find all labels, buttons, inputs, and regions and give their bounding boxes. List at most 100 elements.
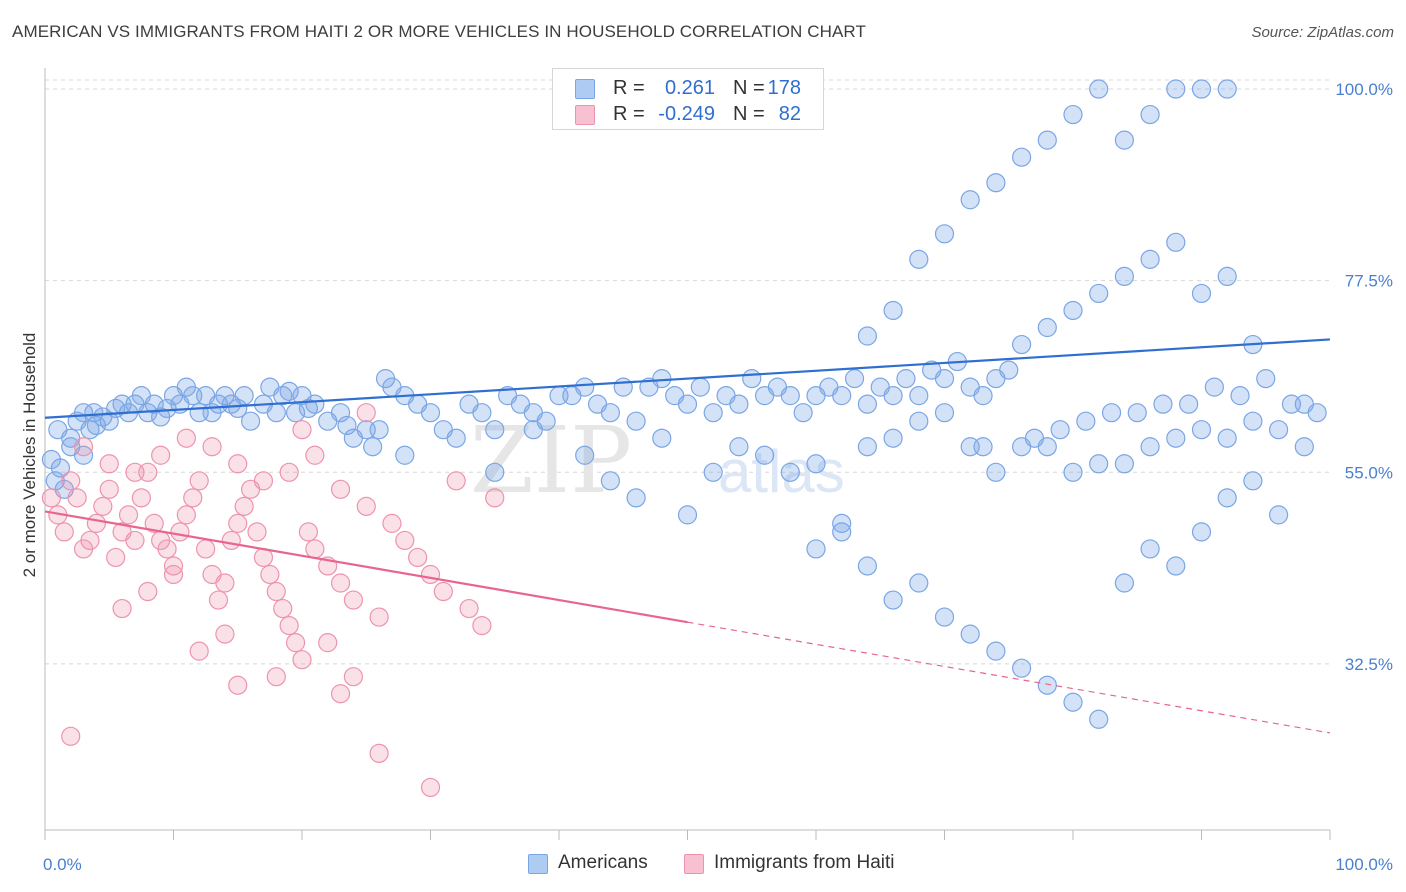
point-haiti — [247, 522, 267, 542]
point-americans — [1024, 428, 1045, 448]
point-americans — [1256, 369, 1276, 389]
point-haiti — [106, 547, 126, 568]
point-americans — [857, 556, 878, 576]
legend-row-haiti: R = -0.249 N = 82 — [553, 99, 823, 129]
x-tick-label: 100.0% — [1335, 855, 1393, 874]
point-americans — [896, 369, 916, 389]
point-haiti — [298, 522, 319, 542]
point-haiti — [221, 530, 241, 551]
point-americans — [729, 437, 749, 457]
point-haiti — [163, 564, 184, 585]
point-americans — [363, 437, 383, 457]
point-americans — [1191, 283, 1212, 304]
point-americans — [1037, 675, 1057, 695]
point-americans — [1050, 420, 1070, 440]
point-americans — [780, 462, 800, 482]
point-americans — [1166, 428, 1186, 448]
point-americans — [1230, 386, 1250, 406]
legend-r-label: R = — [613, 103, 645, 125]
y-tick-label: 55.0% — [1345, 463, 1393, 482]
point-haiti — [273, 598, 293, 619]
x-tick-label: 0.0% — [43, 855, 82, 874]
point-americans — [703, 462, 723, 482]
point-haiti — [202, 437, 222, 457]
point-haiti — [260, 564, 280, 585]
point-americans — [909, 573, 929, 593]
legend-label-haiti: Immigrants from Haiti — [714, 852, 895, 873]
legend-n-label: N = — [733, 77, 765, 99]
point-americans — [960, 624, 980, 644]
watermark: ZIP atlas — [470, 407, 845, 514]
point-americans — [703, 403, 723, 423]
point-americans — [806, 539, 826, 559]
point-americans — [934, 369, 955, 389]
point-haiti — [208, 590, 229, 610]
point-haiti — [330, 573, 351, 593]
point-haiti — [228, 675, 248, 695]
point-americans — [986, 173, 1006, 193]
point-americans — [844, 369, 865, 389]
point-americans — [1294, 437, 1314, 457]
point-americans — [600, 403, 621, 423]
point-americans — [677, 394, 698, 414]
point-haiti — [485, 488, 505, 508]
point-haiti — [433, 581, 453, 602]
point-haiti — [215, 624, 235, 644]
point-haiti — [292, 420, 312, 440]
point-haiti — [330, 684, 351, 704]
point-americans — [1114, 266, 1135, 287]
point-haiti — [285, 633, 306, 653]
point-haiti — [125, 530, 145, 551]
point-americans — [883, 590, 903, 610]
point-haiti — [420, 777, 441, 798]
point-haiti — [125, 462, 145, 482]
trendline-haiti-extension — [687, 621, 1331, 734]
point-haiti — [356, 496, 376, 516]
point-americans — [652, 428, 672, 448]
point-americans — [1243, 411, 1263, 431]
point-haiti — [292, 650, 312, 670]
point-haiti — [356, 403, 376, 423]
point-americans — [305, 394, 325, 414]
point-haiti — [215, 573, 235, 593]
point-americans — [1140, 437, 1160, 457]
point-haiti — [279, 615, 299, 636]
point-americans — [934, 607, 955, 627]
point-americans — [1114, 573, 1135, 593]
legend-swatch-americans — [528, 854, 548, 874]
axes — [44, 68, 1331, 840]
point-americans — [1166, 556, 1186, 576]
point-americans — [883, 428, 903, 448]
point-americans — [1140, 539, 1160, 559]
point-haiti — [234, 496, 254, 516]
point-americans — [73, 403, 94, 423]
point-haiti — [176, 505, 196, 525]
point-haiti — [73, 437, 94, 457]
point-americans — [50, 458, 71, 478]
point-americans — [742, 369, 762, 389]
legend-swatch-haiti — [684, 854, 704, 874]
point-americans — [1166, 232, 1186, 252]
point-americans — [1217, 79, 1237, 99]
point-americans — [395, 445, 415, 465]
point-americans — [1281, 394, 1302, 414]
point-americans — [575, 445, 595, 465]
source-label: Source: ZipAtlas.com — [1251, 24, 1394, 41]
point-americans — [883, 386, 903, 406]
point-americans — [613, 377, 633, 397]
point-americans — [999, 360, 1019, 380]
point-americans — [857, 437, 878, 457]
point-americans — [1153, 394, 1173, 414]
point-haiti — [61, 471, 81, 491]
point-haiti — [305, 539, 325, 559]
tick-labels: 32.5% 55.0% 77.5% 100.0% 0.0% 100.0% — [43, 80, 1393, 874]
point-americans — [652, 369, 672, 389]
point-haiti — [157, 539, 177, 559]
point-americans — [986, 641, 1006, 661]
point-americans — [575, 377, 595, 397]
point-americans — [883, 300, 903, 321]
point-americans — [909, 386, 929, 406]
point-haiti — [459, 598, 479, 619]
point-haiti — [318, 633, 338, 653]
point-americans — [523, 420, 543, 440]
